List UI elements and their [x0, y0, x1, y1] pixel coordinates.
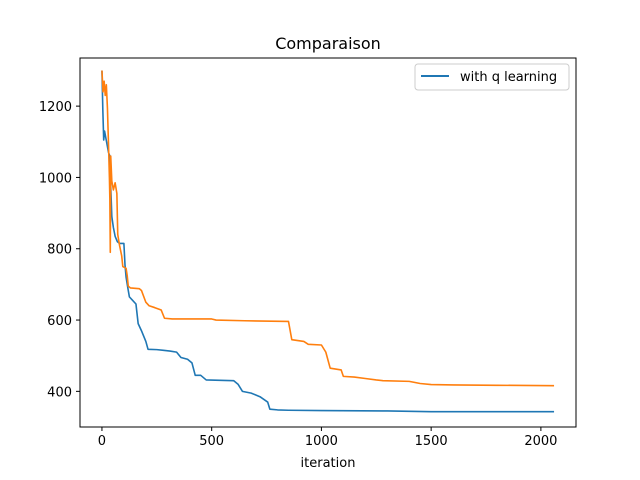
legend-box — [414, 63, 570, 91]
x-tick-label: 0 — [98, 434, 106, 449]
series-line-2 — [101, 70, 555, 387]
y-tick-label: 1000 — [39, 171, 72, 186]
x-tick-label: 2000 — [524, 434, 557, 449]
x-axis-ticks: 0 500 1000 1500 2000 — [98, 427, 557, 449]
y-tick-label: 600 — [47, 314, 72, 329]
legend-label-series-1: with q learning — [460, 70, 557, 85]
series-layer — [101, 70, 555, 413]
x-axis-label: iteration — [301, 456, 356, 471]
y-tick-label: 800 — [47, 243, 72, 258]
x-tick-label: 1000 — [305, 434, 338, 449]
x-tick-label: 500 — [199, 434, 224, 449]
y-tick-label: 1200 — [39, 100, 72, 115]
plot-frame — [79, 57, 577, 428]
legend: with q learning — [414, 63, 570, 91]
x-tick-label: 1500 — [415, 434, 448, 449]
chart-title: Comparaison — [275, 34, 381, 53]
y-axis-ticks: 400 600 800 1000 1200 — [39, 100, 80, 400]
y-tick-label: 400 — [47, 385, 72, 400]
